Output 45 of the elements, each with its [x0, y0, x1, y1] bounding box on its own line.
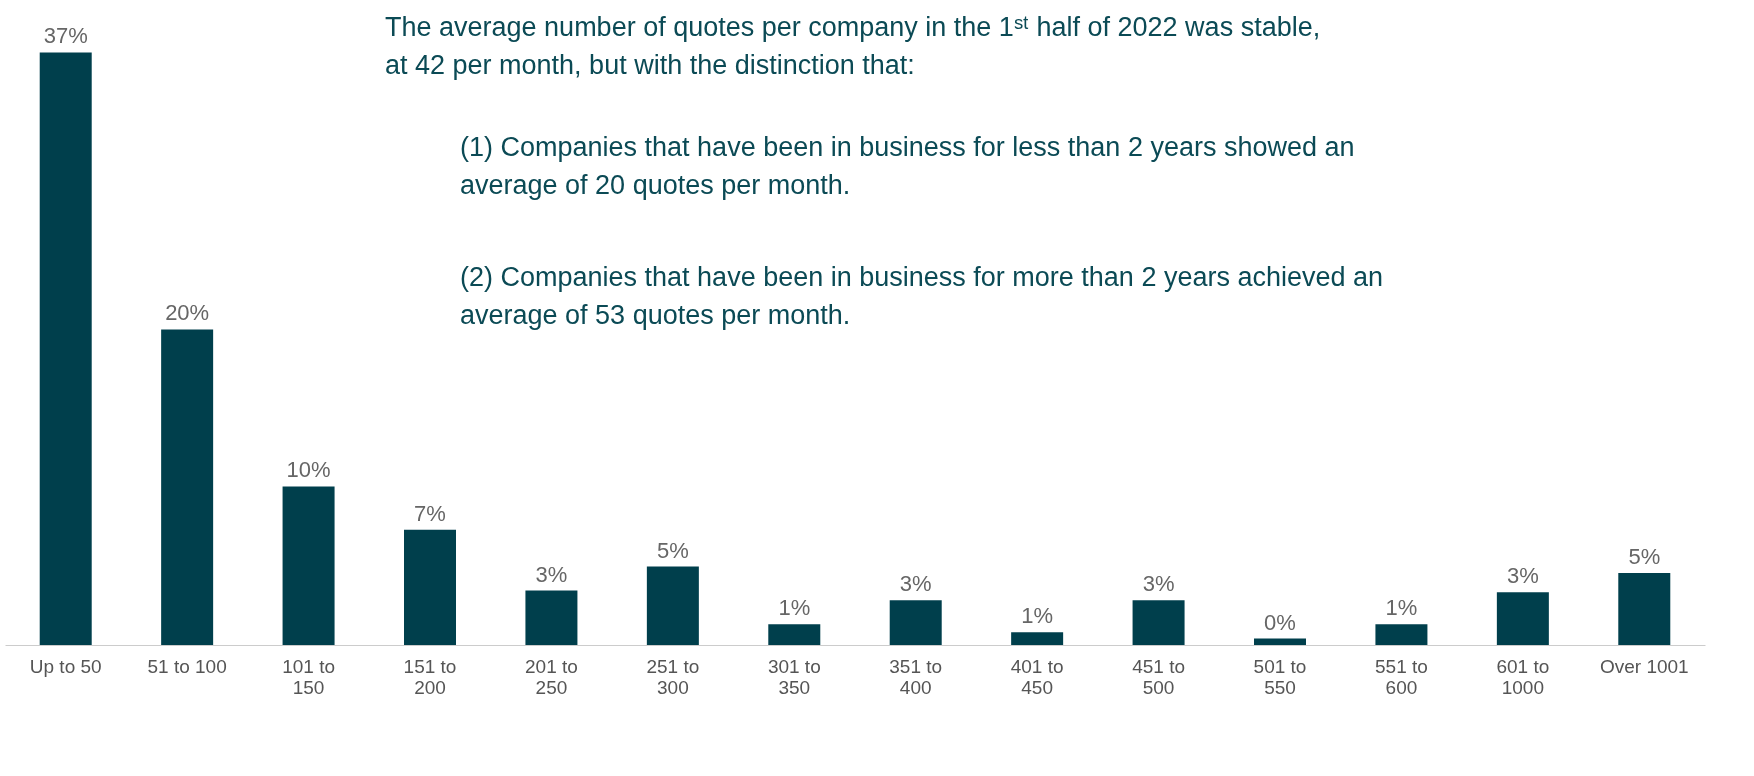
- x-tick-label: Up to 50: [29, 655, 102, 677]
- bar: [525, 590, 578, 645]
- bar: [1375, 624, 1428, 645]
- x-tick-label: 301 to 350: [767, 655, 821, 698]
- data-label: 20%: [165, 300, 210, 326]
- x-tick-label: 451 to 500: [1132, 655, 1185, 698]
- x-tick-label: 101 to 150: [282, 655, 335, 698]
- x-tick-label: 51 to 100: [147, 655, 227, 677]
- data-label: 3%: [535, 561, 568, 587]
- bar: [404, 529, 456, 645]
- data-label: 5%: [1628, 543, 1661, 569]
- data-label: 3%: [1142, 571, 1175, 597]
- bar: [39, 52, 92, 645]
- x-tick-label: 201 to 250: [525, 655, 578, 698]
- data-label: 1%: [1021, 603, 1054, 629]
- bar: [1254, 638, 1306, 645]
- bar: [1618, 572, 1671, 645]
- bar: [889, 600, 942, 645]
- bar: [768, 624, 821, 645]
- bar: [161, 329, 214, 645]
- x-tick-label: 351 to 400: [889, 655, 943, 698]
- bar: [646, 566, 699, 645]
- x-tick-label: 251 to 300: [646, 655, 700, 698]
- data-label: 1%: [778, 595, 811, 621]
- x-tick-label: 601 to 1000: [1496, 655, 1550, 698]
- data-label: 3%: [1506, 563, 1539, 589]
- x-tick-label: Over 1001: [1599, 655, 1689, 677]
- annotation: (1) Companies that have been in business for less than 2 years showed an average of 20 quotes per month.: [460, 132, 1355, 200]
- x-tick-label: 551 to 600: [1375, 655, 1428, 698]
- bar: [282, 486, 335, 645]
- annotation: (2) Companies that have been in business for more than 2 years achieved an average of 53 quotes per month.: [460, 262, 1384, 330]
- data-label: 10%: [286, 457, 331, 483]
- x-tick-label: 401 to 450: [1010, 655, 1064, 698]
- bar: [1132, 600, 1185, 645]
- data-label: 1%: [1385, 595, 1418, 621]
- x-tick-label: 501 to 550: [1253, 655, 1307, 698]
- data-label: 5%: [656, 537, 689, 563]
- data-label: 0%: [1264, 609, 1296, 635]
- data-label: 7%: [414, 500, 446, 526]
- bar: [1011, 632, 1064, 645]
- annotation: The average number of quotes per company in the 1ˢᵗ half of 2022 was stable, at 42 per month, but with the distinction that:: [385, 12, 1321, 80]
- data-label: 3%: [899, 571, 932, 597]
- x-tick-label: 151 to 200: [403, 655, 457, 698]
- data-label: 37%: [43, 23, 88, 49]
- bar: [1496, 592, 1549, 645]
